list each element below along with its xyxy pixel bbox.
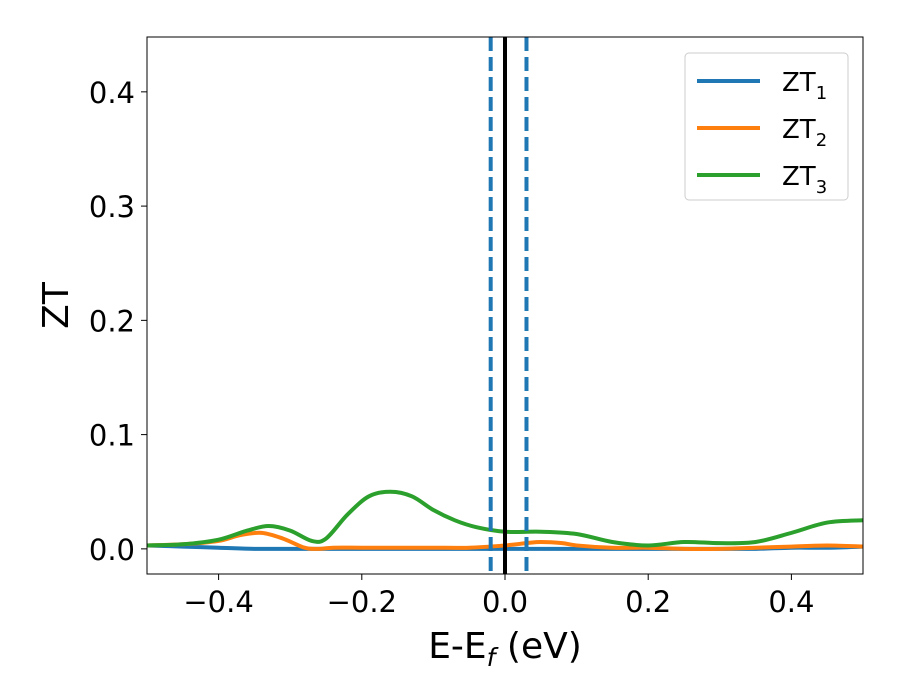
y-tick-label: 0.4 bbox=[89, 76, 135, 110]
legend-label-zt1: ZT1 bbox=[782, 68, 827, 104]
vertical-lines bbox=[488, 37, 529, 574]
x-axis-label-unit: (eV) bbox=[495, 626, 581, 667]
y-axis-label: ZT bbox=[36, 281, 77, 329]
x-tick-label: 0.4 bbox=[768, 585, 814, 619]
x-axis-label: E-Ef (eV) bbox=[428, 626, 582, 672]
legend-label-zt3: ZT3 bbox=[782, 162, 827, 198]
x-axis-label-main: E-E bbox=[428, 626, 486, 667]
y-tick-label: 0.2 bbox=[89, 304, 135, 338]
series-line-zt3 bbox=[147, 489, 863, 548]
y-axis: 0.0 0.1 0.2 0.3 0.4 bbox=[89, 76, 147, 567]
y-tick-label: 0.1 bbox=[89, 419, 135, 453]
legend: ZT1 ZT2 ZT3 bbox=[684, 52, 849, 201]
legend-box bbox=[684, 52, 849, 201]
y-tick-label: 0.0 bbox=[89, 533, 135, 567]
x-tick-label: 0.2 bbox=[625, 585, 671, 619]
x-tick-label: −0.2 bbox=[327, 585, 397, 619]
series-line-zt2 bbox=[147, 530, 863, 552]
y-tick-label: 0.3 bbox=[89, 190, 135, 224]
x-axis: −0.4 −0.2 0.0 0.2 0.4 bbox=[183, 574, 814, 619]
legend-label-zt2: ZT2 bbox=[782, 115, 827, 151]
x-tick-label: 0.0 bbox=[482, 585, 528, 619]
x-tick-label: −0.4 bbox=[183, 585, 253, 619]
